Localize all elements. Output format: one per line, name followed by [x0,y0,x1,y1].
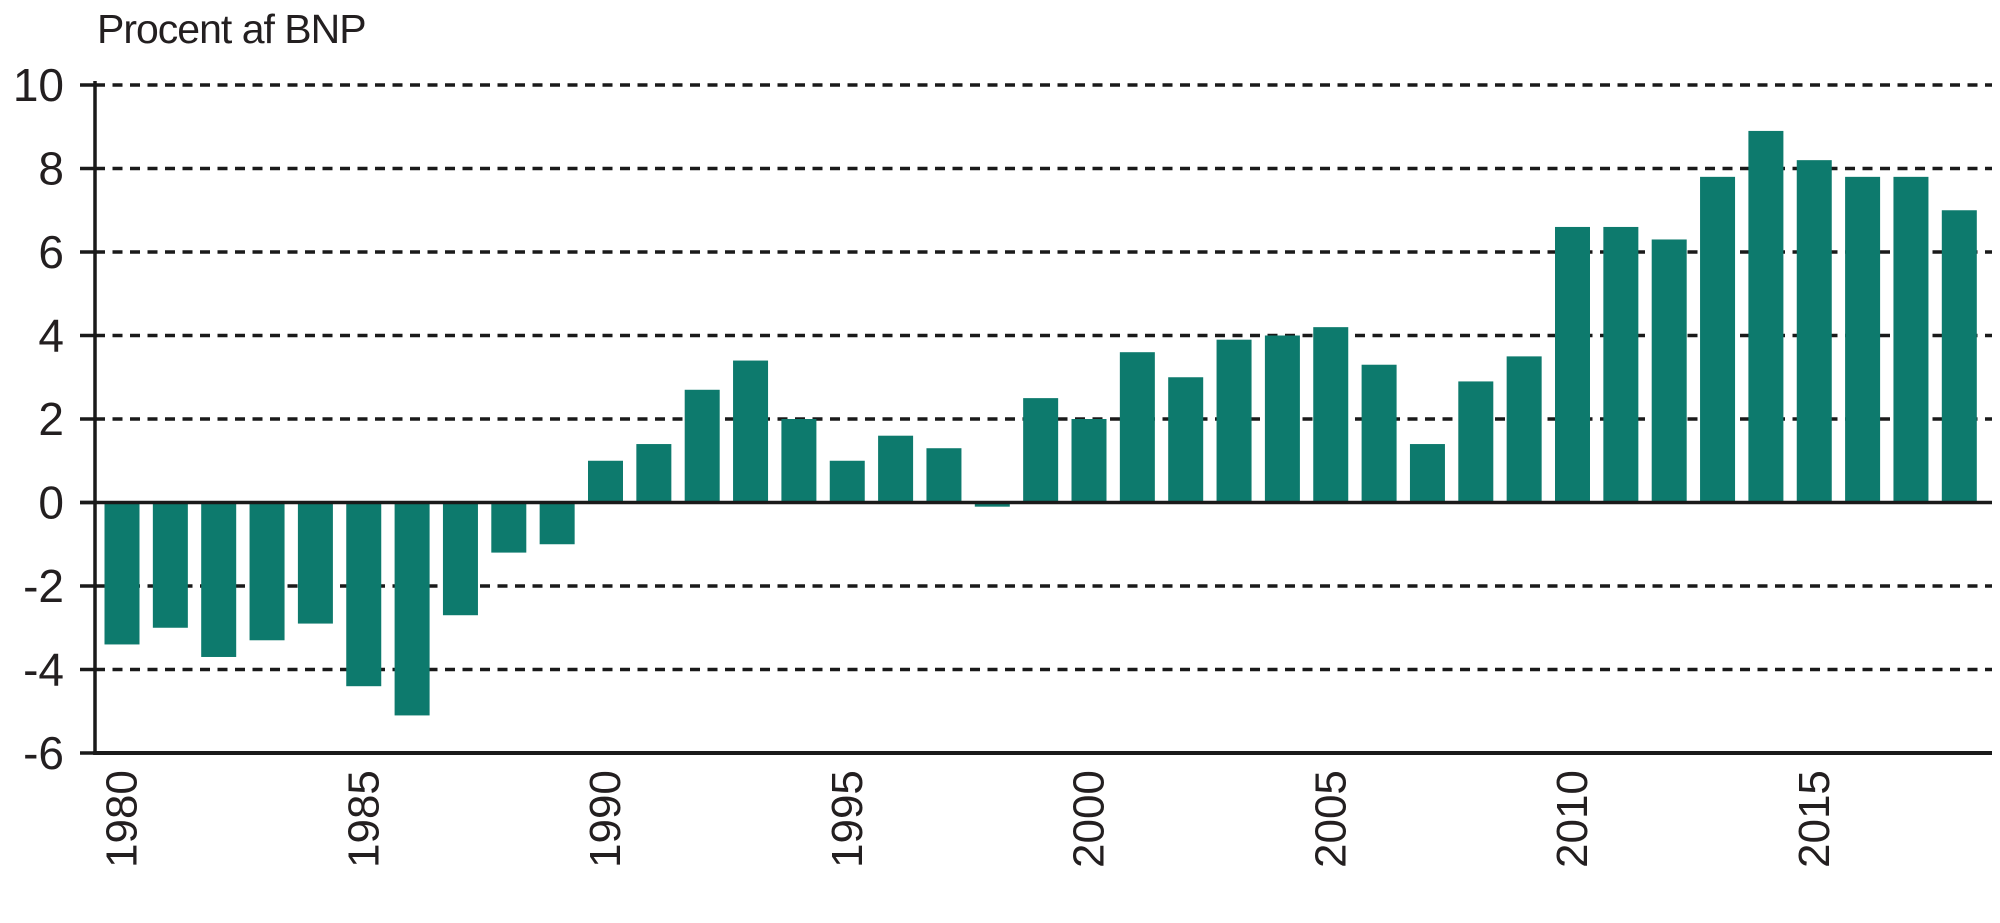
bar-2013 [1700,176,1736,503]
bar-1986 [394,502,430,716]
bar-2002 [1168,377,1204,503]
bar-1980 [104,502,140,645]
y-tick-label-6: 6 [38,226,64,278]
x-tick-label-1995: 1995 [823,770,872,868]
bar-1991 [636,444,672,503]
x-tick-label-2000: 2000 [1065,770,1114,868]
y-tick-label-2: 2 [38,393,64,445]
x-tick-label-2005: 2005 [1306,770,1355,868]
bar-1990 [588,460,623,503]
bar-1981 [152,502,188,628]
bar-2008 [1458,381,1494,503]
y-tick-label-8: 8 [38,143,64,195]
x-tick-label-1980: 1980 [98,770,147,868]
bar-1984 [297,502,333,624]
bar-1992 [684,389,720,503]
x-tick-label-1985: 1985 [339,770,388,868]
x-tick-label-2015: 2015 [1790,770,1839,868]
bar-2010 [1555,226,1590,503]
bar-1983 [249,502,285,641]
bar-2007 [1409,444,1445,503]
bar-1995 [829,460,865,503]
bar-2011 [1603,226,1639,503]
bar-1988 [491,502,527,553]
bar-2009 [1506,356,1542,503]
bar-2014 [1748,130,1784,503]
bar-1997 [926,448,962,503]
bar-1993 [733,360,769,503]
bar-1989 [539,502,575,545]
bar-1987 [442,502,478,616]
bar-1994 [781,419,817,503]
bar-2012 [1651,239,1687,503]
x-tick-label-2010: 2010 [1548,770,1597,868]
bar-2015 [1796,160,1832,503]
bar-2003 [1216,339,1252,503]
bar-1982 [201,502,237,657]
bar-1985 [346,502,382,687]
y-tick-label-0: 0 [38,477,64,529]
bar-2016 [1845,176,1881,503]
bar-2005 [1313,327,1349,503]
bar-2000 [1071,419,1107,503]
bar-2017 [1893,176,1929,503]
chart-title: Procent af BNP [97,6,367,52]
bar-2018 [1941,210,1977,503]
bar-2006 [1361,364,1397,503]
y-tick-label--4: -4 [23,644,64,696]
bar-1998 [974,502,1010,507]
y-tick-label--2: -2 [23,560,64,612]
bar-1999 [1023,398,1059,503]
y-tick-label--6: -6 [23,727,64,779]
y-tick-label-10: 10 [13,59,64,111]
y-tick-label-4: 4 [38,310,64,362]
bar-2001 [1119,352,1155,503]
bar-2004 [1264,335,1300,503]
x-tick-label-1990: 1990 [581,770,630,868]
bar-1996 [878,435,914,503]
